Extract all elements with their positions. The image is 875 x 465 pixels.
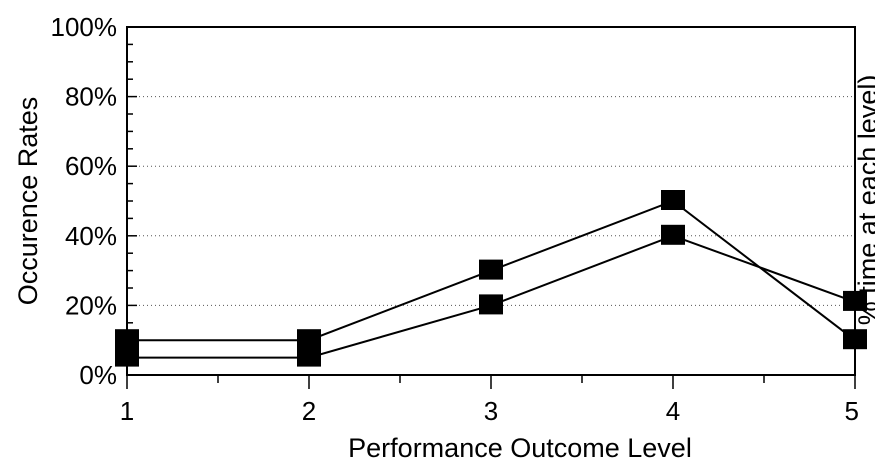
x-tick-label-2: 3 bbox=[484, 396, 498, 426]
y-axis-title: Occurence Rates bbox=[13, 97, 43, 306]
series-0-point-2 bbox=[479, 259, 503, 280]
series-group bbox=[115, 190, 867, 367]
series-1-point-3 bbox=[661, 224, 685, 245]
y-tick-label-1: 20% bbox=[65, 290, 117, 320]
y-tick-label-2: 40% bbox=[65, 221, 117, 251]
y-tick-label-3: 60% bbox=[65, 151, 117, 181]
series-0-point-0 bbox=[115, 329, 139, 350]
series-1-point-1 bbox=[297, 346, 321, 367]
x-tick-label-0: 1 bbox=[120, 396, 134, 426]
series-0-point-3 bbox=[661, 190, 685, 210]
series-0-point-1 bbox=[297, 329, 321, 350]
x-axis-title: Performance Outcome Level bbox=[348, 433, 692, 463]
y-axis-title-right: % time at each level) bbox=[853, 75, 875, 326]
series-1-point-2 bbox=[479, 294, 503, 315]
x-tick-label-3: 4 bbox=[666, 396, 680, 426]
y-tick-label-0: 0% bbox=[79, 360, 117, 390]
y-tick-label-5: 100% bbox=[51, 12, 118, 42]
x-tick-labels: 1 2 3 4 5 bbox=[120, 396, 859, 426]
plot-frame bbox=[126, 26, 856, 376]
y-tick-labels: 0% 20% 40% 60% 80% 100% bbox=[51, 12, 118, 390]
y-tick-label-4: 80% bbox=[65, 82, 117, 112]
x-tick-label-4: 5 bbox=[845, 396, 859, 426]
series-1-point-4 bbox=[843, 290, 867, 311]
series-1-point-0 bbox=[115, 346, 139, 367]
x-tick-label-1: 2 bbox=[302, 396, 316, 426]
series-0-point-4 bbox=[843, 329, 867, 350]
axis-ticks bbox=[126, 26, 856, 389]
